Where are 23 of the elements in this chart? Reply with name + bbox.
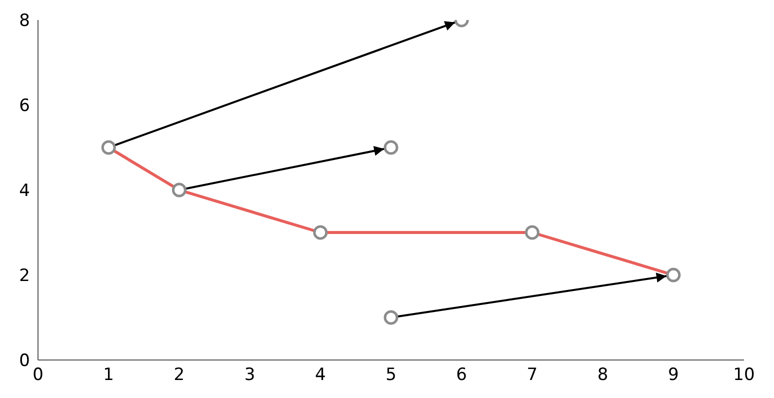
x-tick-label: 9 [668,365,679,386]
x-tick-label: 2 [174,365,185,386]
y-tick-label: 8 [19,11,30,32]
x-tick-label: 8 [597,365,608,386]
point [666,268,681,282]
x-tick-label: 0 [32,365,44,386]
point [101,140,116,155]
x-tick-label: 1 [103,365,114,386]
x-tick-label: 10 [733,365,755,386]
x-tick-label: 5 [386,365,396,386]
y-tick-label: 0 [19,351,30,372]
point [172,182,186,198]
point [524,225,540,240]
x-tick-label: 3 [244,365,256,386]
x-tick-label: 6 [456,365,468,386]
y-tick-label: 2 [19,266,30,286]
x-tick-label: 7 [526,365,538,386]
point [313,225,328,240]
point [384,140,398,155]
y-tick-label: 4 [19,181,30,202]
point [384,310,398,325]
x-tick-label: 4 [314,365,326,386]
y-tick-label: 6 [19,96,30,116]
